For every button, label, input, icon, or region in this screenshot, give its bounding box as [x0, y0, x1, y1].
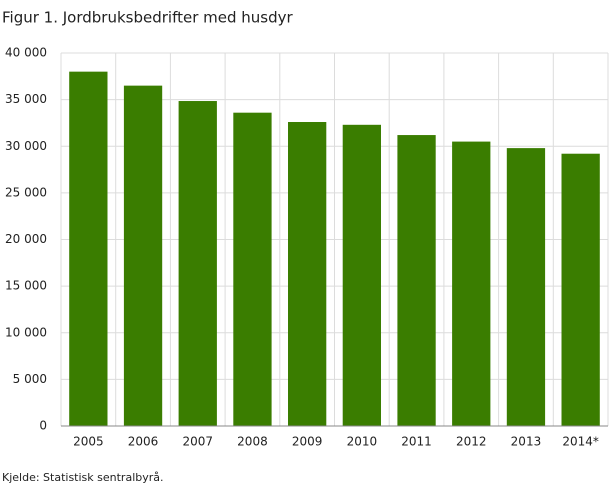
x-tick-label: 2009 [292, 435, 323, 449]
y-tick-label: 30 000 [5, 139, 47, 153]
bar [178, 101, 217, 427]
bar [561, 153, 600, 426]
y-tick-label: 15 000 [5, 279, 47, 293]
y-tick-label: 40 000 [5, 46, 47, 60]
source-note: Kjelde: Statistisk sentralbyrå. [2, 471, 164, 484]
bar [342, 124, 381, 427]
bar [123, 85, 163, 426]
x-tick-label: 2013 [511, 435, 542, 449]
bar [397, 135, 436, 426]
x-tick-label: 2010 [347, 435, 378, 449]
x-tick-label: 2005 [73, 435, 104, 449]
bar [233, 112, 272, 427]
y-tick-label: 20 000 [5, 232, 47, 246]
x-tick-label: 2007 [182, 435, 213, 449]
x-tick-label: 2014* [562, 435, 599, 449]
x-tick-label: 2006 [128, 435, 159, 449]
y-tick-label: 0 [39, 419, 47, 433]
x-tick-label: 2012 [456, 435, 487, 449]
chart-title: Figur 1. Jordbruksbedrifter med husdyr [2, 9, 293, 27]
y-tick-label: 5 000 [13, 372, 47, 386]
bar [69, 71, 108, 427]
bar [452, 141, 491, 426]
y-tick-label: 25 000 [5, 185, 47, 199]
x-tick-label: 2011 [401, 435, 432, 449]
bar [506, 148, 546, 427]
x-tick-label: 2008 [237, 435, 268, 449]
bar [288, 122, 327, 426]
y-tick-label: 10 000 [5, 325, 47, 339]
y-tick-label: 35 000 [5, 92, 47, 106]
